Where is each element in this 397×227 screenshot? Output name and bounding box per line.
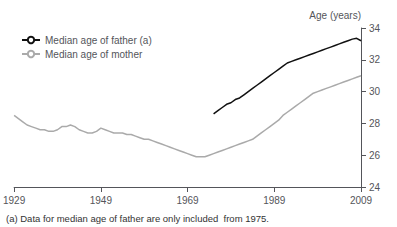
svg-text:34: 34 bbox=[369, 23, 381, 34]
svg-text:Age (years): Age (years) bbox=[309, 10, 361, 21]
svg-text:30: 30 bbox=[369, 86, 381, 97]
svg-text:26: 26 bbox=[369, 150, 381, 161]
svg-text:28: 28 bbox=[369, 118, 381, 129]
svg-text:1929: 1929 bbox=[3, 195, 26, 206]
svg-text:24: 24 bbox=[369, 182, 381, 193]
svg-text:1989: 1989 bbox=[263, 195, 286, 206]
svg-text:Median age of mother: Median age of mother bbox=[45, 49, 143, 60]
svg-text:1949: 1949 bbox=[90, 195, 113, 206]
svg-text:2009: 2009 bbox=[350, 195, 373, 206]
svg-text:1969: 1969 bbox=[176, 195, 199, 206]
svg-text:32: 32 bbox=[369, 54, 381, 65]
svg-text:(a) Data for median age of fat: (a) Data for median age of father are on… bbox=[6, 213, 269, 224]
svg-text:Median age of father (a): Median age of father (a) bbox=[45, 35, 152, 46]
